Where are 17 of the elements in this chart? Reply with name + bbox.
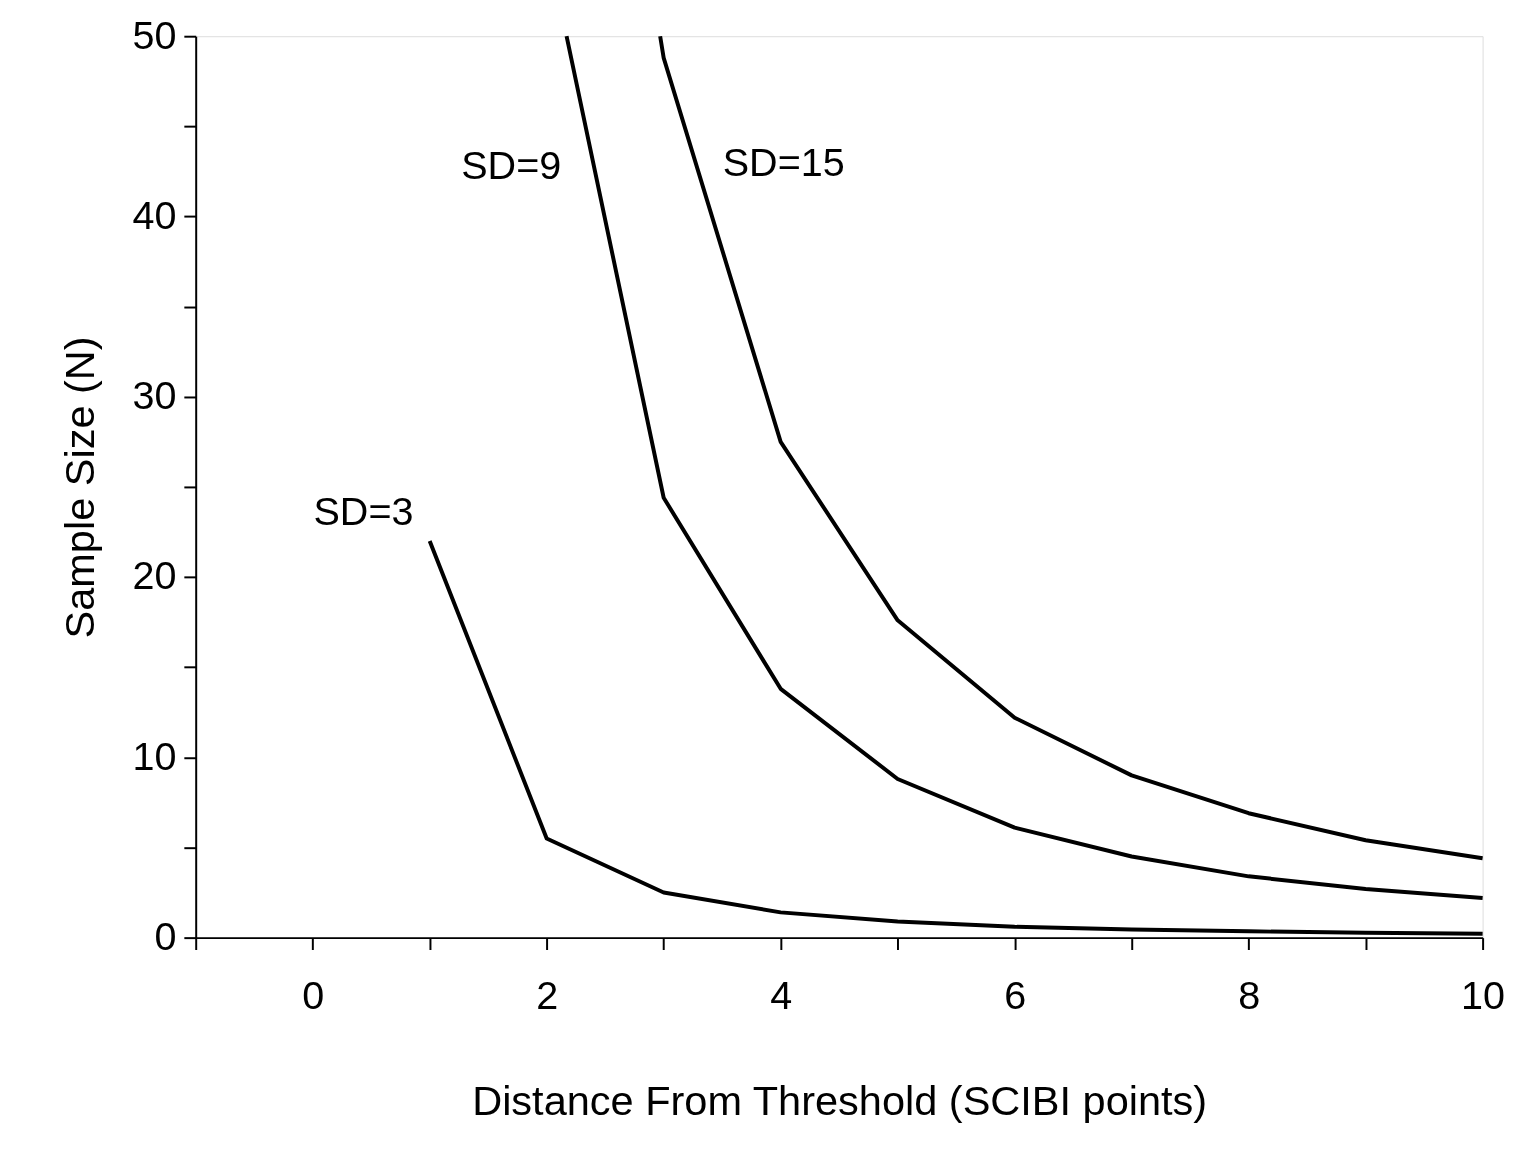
x-tick-label: 6 [1004, 973, 1027, 1018]
x-tick-label: 0 [302, 973, 325, 1018]
series-label: SD=3 [313, 489, 414, 534]
y-tick-label: 20 [132, 553, 177, 598]
x-tick-label: 10 [1461, 973, 1506, 1018]
series-label: SD=9 [461, 142, 562, 187]
y-axis-title: Sample Size (N) [55, 336, 103, 639]
y-tick-label: 40 [132, 192, 177, 237]
x-tick-label: 4 [770, 973, 793, 1018]
y-tick-label: 30 [132, 373, 177, 418]
series-label: SD=15 [722, 139, 845, 184]
y-tick-label: 10 [132, 733, 177, 778]
y-tick-label: 0 [154, 913, 177, 958]
y-tick-label: 50 [132, 12, 177, 57]
x-tick-label: 8 [1238, 973, 1261, 1018]
x-tick-label: 2 [536, 973, 559, 1018]
x-axis-title: Distance From Threshold (SCIBI points) [472, 1077, 1208, 1125]
